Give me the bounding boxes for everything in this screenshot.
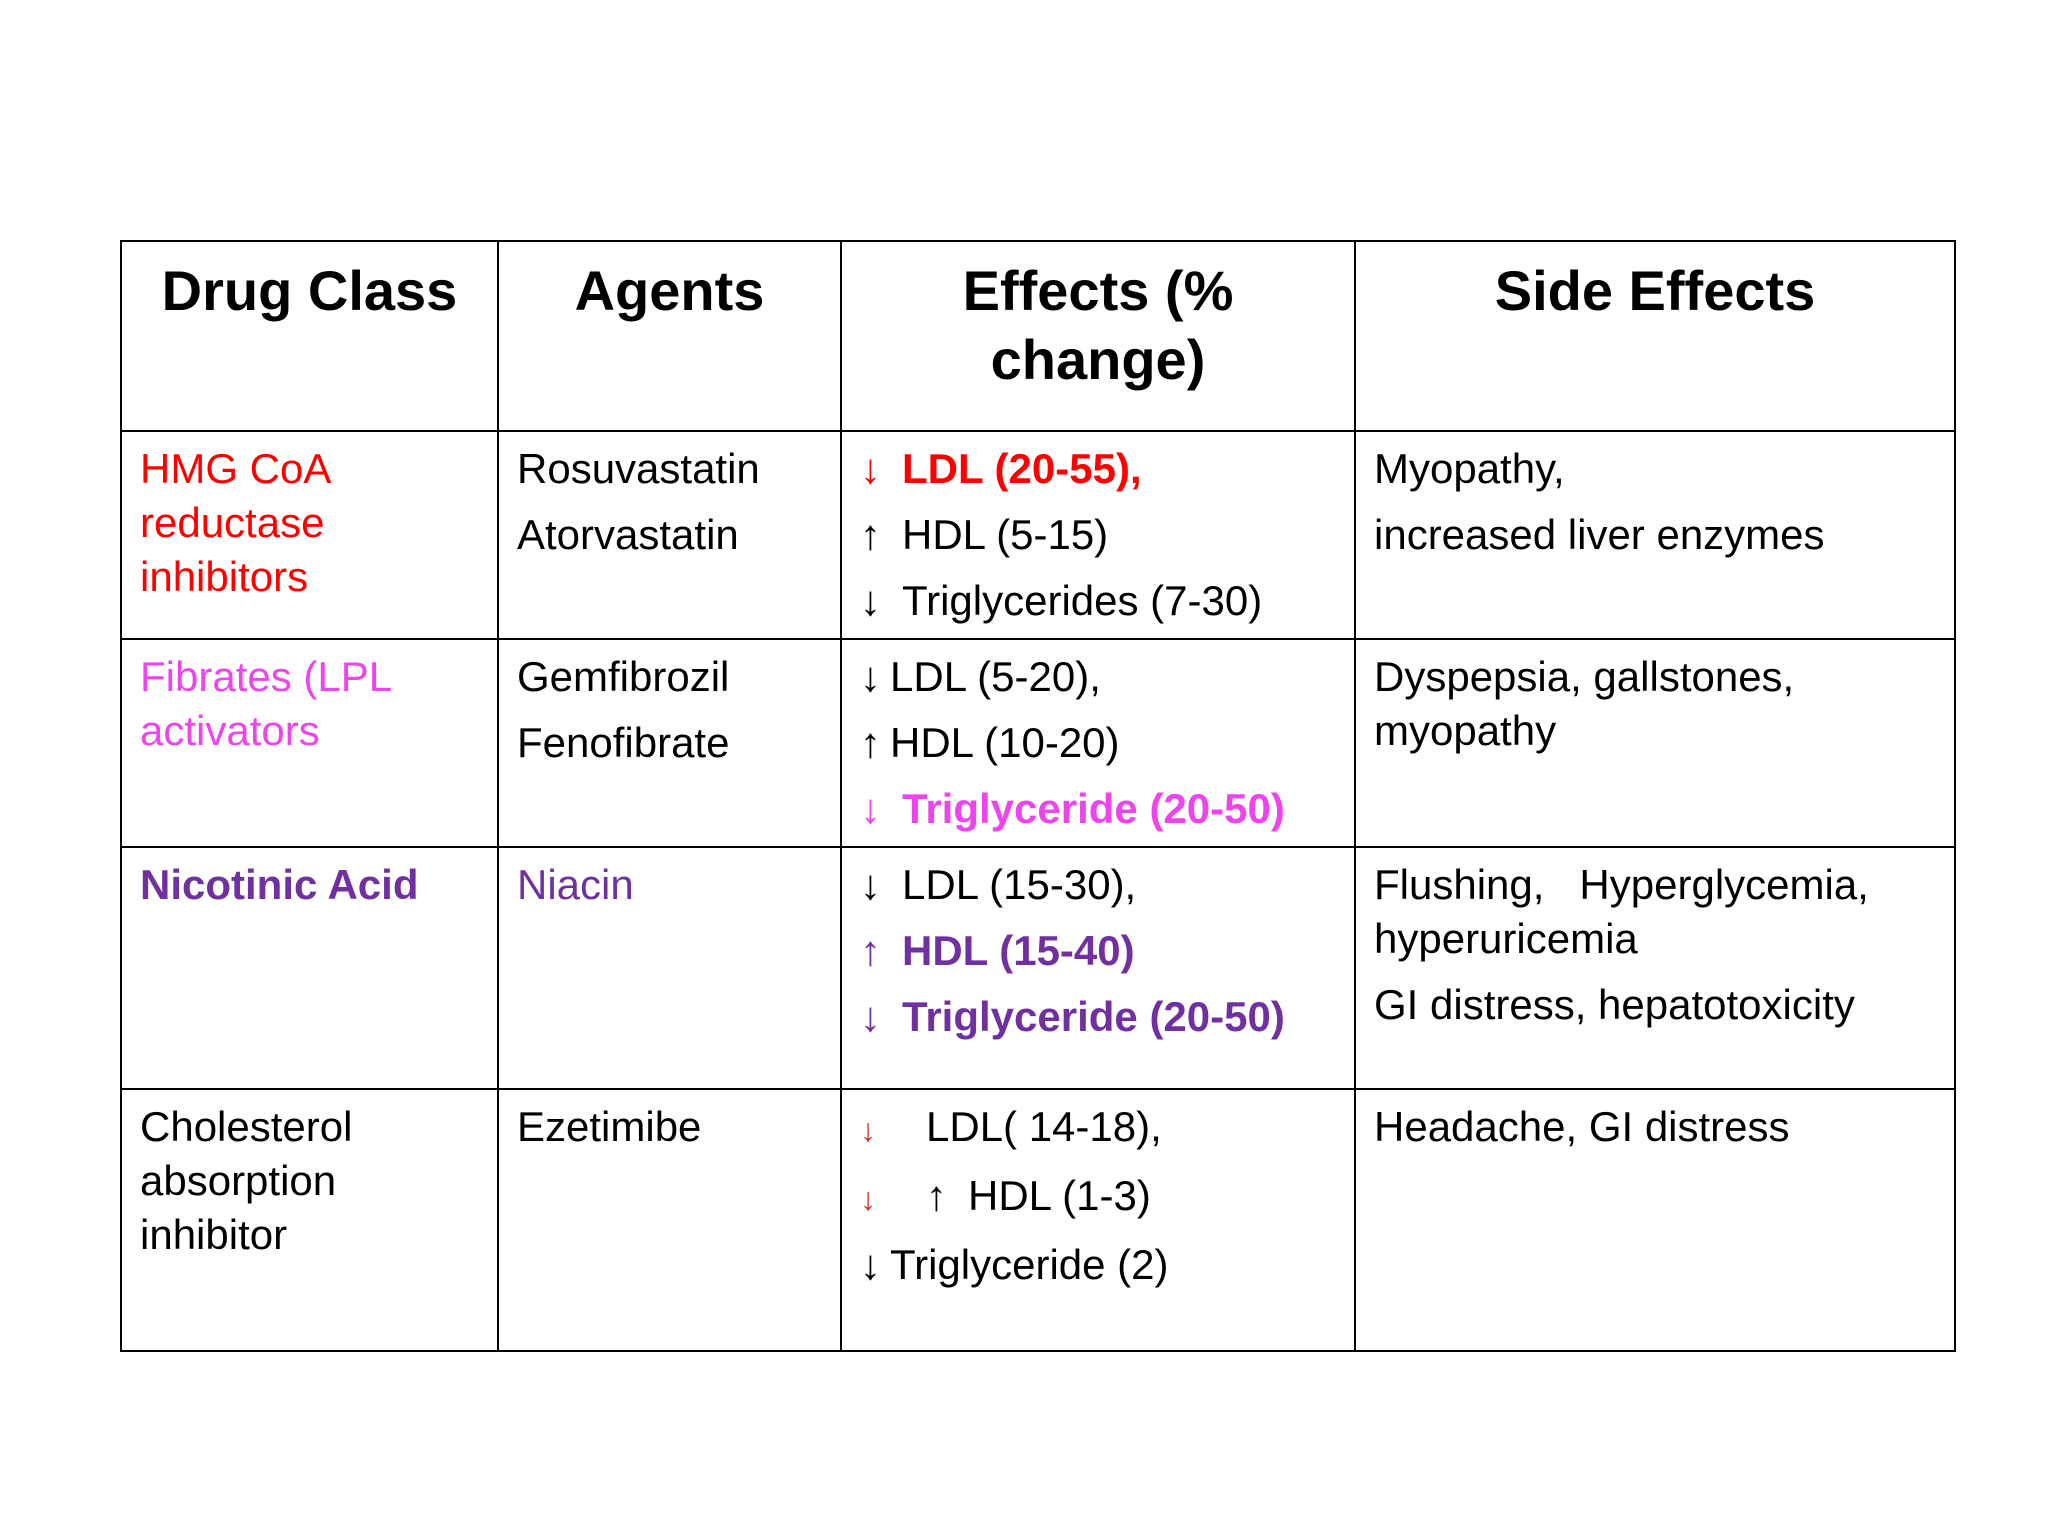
agent-name: Rosuvastatin: [517, 445, 760, 492]
down-arrow-icon: ↓: [860, 993, 881, 1040]
effect-text: LDL (20-55),: [902, 445, 1142, 492]
up-arrow-icon: ↑: [926, 1172, 947, 1219]
side-effects-cell: Dyspepsia, gallstones, myopathy: [1354, 638, 1956, 848]
agents-cell: Ezetimibe: [497, 1088, 842, 1352]
effect-text: Triglyceride (2): [890, 1241, 1169, 1288]
down-arrow-icon: ↓: [860, 1241, 881, 1288]
effect-text: Triglycerides (7-30): [902, 577, 1263, 624]
agent-name: Atorvastatin: [517, 511, 739, 558]
up-arrow-icon: ↑: [860, 511, 881, 558]
drug-class-cell: HMG CoA reductase inhibitors: [120, 430, 499, 640]
side-effect-text: Headache, GI distress: [1374, 1103, 1790, 1150]
drug-class-cell: Cholesterol absorption inhibitor: [120, 1088, 499, 1352]
agent-name: Ezetimibe: [517, 1103, 702, 1150]
effect-text: LDL (15-30),: [902, 861, 1137, 908]
drug-class-text: Fibrates (LPL activators: [140, 653, 391, 754]
side-effect-text: Myopathy,: [1374, 445, 1565, 492]
effects-cell: ↓ LDL( 14-18), ↓ ↑ HDL (1-3) ↓ Triglyceride …: [840, 1088, 1356, 1352]
effect-text: HDL (10-20): [890, 719, 1120, 766]
effect-text: HDL (5-15): [902, 511, 1109, 558]
effects-cell: ↓ LDL (5-20), ↑ HDL (10-20) ↓ Triglyceride …: [840, 638, 1356, 848]
effect-line: ↓ ↑ HDL (1-3): [860, 1169, 1336, 1226]
header-agents: Agents: [497, 240, 842, 432]
agent-name: Niacin: [517, 861, 634, 908]
lipid-drug-table: Drug Class Agents Effects (% change) Sid…: [120, 240, 1956, 1352]
table-row: Cholesterol absorption inhibitor Ezetimi…: [120, 1088, 1956, 1352]
table-row: HMG CoA reductase inhibitors Rosuvastati…: [120, 430, 1956, 640]
effect-line: ↓ LDL( 14-18),: [860, 1100, 1336, 1157]
down-arrow-icon: ↓: [860, 1181, 876, 1217]
side-effects-cell: Myopathy, increased liver enzymes: [1354, 430, 1956, 640]
agents-cell: Niacin: [497, 846, 842, 1090]
drug-class-text: Nicotinic Acid: [140, 861, 419, 908]
effect-line: ↓ Triglyceride (2): [860, 1238, 1336, 1292]
table-row: Nicotinic Acid Niacin ↓ LDL (15-30), ↑ HDL…: [120, 846, 1956, 1090]
side-effect-text: Flushing, Hyperglycemia, hyperuricemia: [1374, 861, 1881, 962]
effect-line: ↓ LDL (20-55),: [860, 442, 1336, 496]
effect-line: ↑ HDL (5-15): [860, 508, 1336, 562]
table-row: Fibrates (LPL activators Gemfibrozil Fen…: [120, 638, 1956, 848]
side-effects-cell: Headache, GI distress: [1354, 1088, 1956, 1352]
drug-class-text: Cholesterol absorption inhibitor: [140, 1103, 353, 1258]
header-effects: Effects (% change): [840, 240, 1356, 432]
agent-name: Gemfibrozil: [517, 653, 730, 700]
agents-cell: Rosuvastatin Atorvastatin: [497, 430, 842, 640]
down-arrow-icon: ↓: [860, 445, 881, 492]
drug-class-cell: Nicotinic Acid: [120, 846, 499, 1090]
effect-line: ↑ HDL (15-40): [860, 924, 1336, 978]
drug-class-text: HMG CoA reductase inhibitors: [140, 445, 330, 600]
down-arrow-icon: ↓: [860, 861, 881, 908]
effect-line: ↓ Triglyceride (20-50): [860, 990, 1336, 1044]
up-arrow-icon: ↑: [860, 927, 881, 974]
effect-text: LDL( 14-18),: [926, 1103, 1162, 1150]
up-arrow-icon: ↑: [860, 719, 881, 766]
effect-text: HDL (1-3): [968, 1172, 1151, 1219]
down-arrow-icon: ↓: [860, 1112, 876, 1148]
down-arrow-icon: ↓: [860, 653, 881, 700]
effect-text: Triglyceride (20-50): [902, 785, 1285, 832]
effect-text: LDL (5-20),: [890, 653, 1101, 700]
effects-cell: ↓ LDL (15-30), ↑ HDL (15-40) ↓ Triglyceride…: [840, 846, 1356, 1090]
side-effect-text: Dyspepsia, gallstones, myopathy: [1374, 653, 1795, 754]
side-effects-cell: Flushing, Hyperglycemia, hyperuricemia G…: [1354, 846, 1956, 1090]
side-effect-text: increased liver enzymes: [1374, 511, 1825, 558]
down-arrow-icon: ↓: [860, 785, 881, 832]
header-row: Drug Class Agents Effects (% change) Sid…: [120, 240, 1956, 432]
effects-cell: ↓ LDL (20-55), ↑ HDL (5-15) ↓ Triglycerides…: [840, 430, 1356, 640]
agents-cell: Gemfibrozil Fenofibrate: [497, 638, 842, 848]
effect-line: ↓ LDL (15-30),: [860, 858, 1336, 912]
effect-line: ↓ LDL (5-20),: [860, 650, 1336, 704]
header-side-effects: Side Effects: [1354, 240, 1956, 432]
side-effect-text: GI distress, hepatotoxicity: [1374, 981, 1855, 1028]
effect-line: ↓ Triglycerides (7-30): [860, 574, 1336, 628]
drug-class-cell: Fibrates (LPL activators: [120, 638, 499, 848]
header-drug-class: Drug Class: [120, 240, 499, 432]
effect-text: HDL (15-40): [902, 927, 1135, 974]
agent-name: Fenofibrate: [517, 719, 730, 766]
down-arrow-icon: ↓: [860, 577, 881, 624]
effect-line: ↓ Triglyceride (20-50): [860, 782, 1336, 836]
effect-text: Triglyceride (20-50): [902, 993, 1285, 1040]
effect-line: ↑ HDL (10-20): [860, 716, 1336, 770]
